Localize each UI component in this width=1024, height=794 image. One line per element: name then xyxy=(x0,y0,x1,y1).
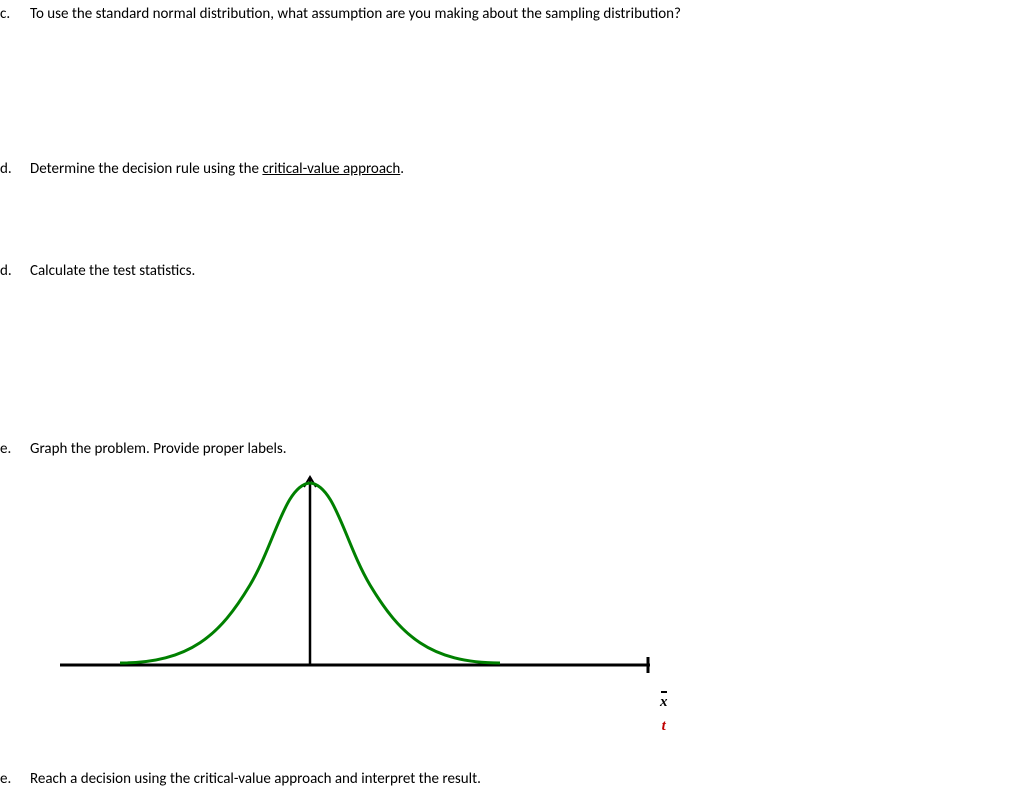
question-letter: e. xyxy=(0,770,30,788)
bell-curve-svg xyxy=(60,465,700,745)
question-text: To use the standard normal distribution,… xyxy=(30,5,681,23)
question-e1: e. Graph the problem. Provide proper lab… xyxy=(0,440,287,458)
question-letter: d. xyxy=(0,160,30,178)
question-suffix: . xyxy=(400,160,404,178)
t-label: t xyxy=(660,714,668,738)
question-c: c. To use the standard normal distributi… xyxy=(0,5,681,23)
question-text: Graph the problem. Provide proper labels… xyxy=(30,440,287,458)
question-text: Reach a decision using the critical-valu… xyxy=(30,770,481,788)
question-d2: d. Calculate the test statistics. xyxy=(0,262,195,280)
bell-curve-graph xyxy=(60,465,700,745)
axis-labels: x t xyxy=(660,690,668,738)
xbar-symbol: x xyxy=(660,690,668,714)
xbar-label: x xyxy=(660,690,668,714)
question-text: Calculate the test statistics. xyxy=(30,262,195,280)
question-prefix: Determine the decision rule using the xyxy=(30,160,262,178)
question-e2: e. Reach a decision using the critical-v… xyxy=(0,770,481,788)
question-underlined: critical-value approach xyxy=(262,160,400,178)
question-letter: d. xyxy=(0,262,30,280)
question-letter: e. xyxy=(0,440,30,458)
t-symbol: t xyxy=(662,718,666,734)
question-d1: d. Determine the decision rule using the… xyxy=(0,160,404,178)
question-text: Determine the decision rule using the cr… xyxy=(30,160,404,178)
question-letter: c. xyxy=(0,5,30,23)
